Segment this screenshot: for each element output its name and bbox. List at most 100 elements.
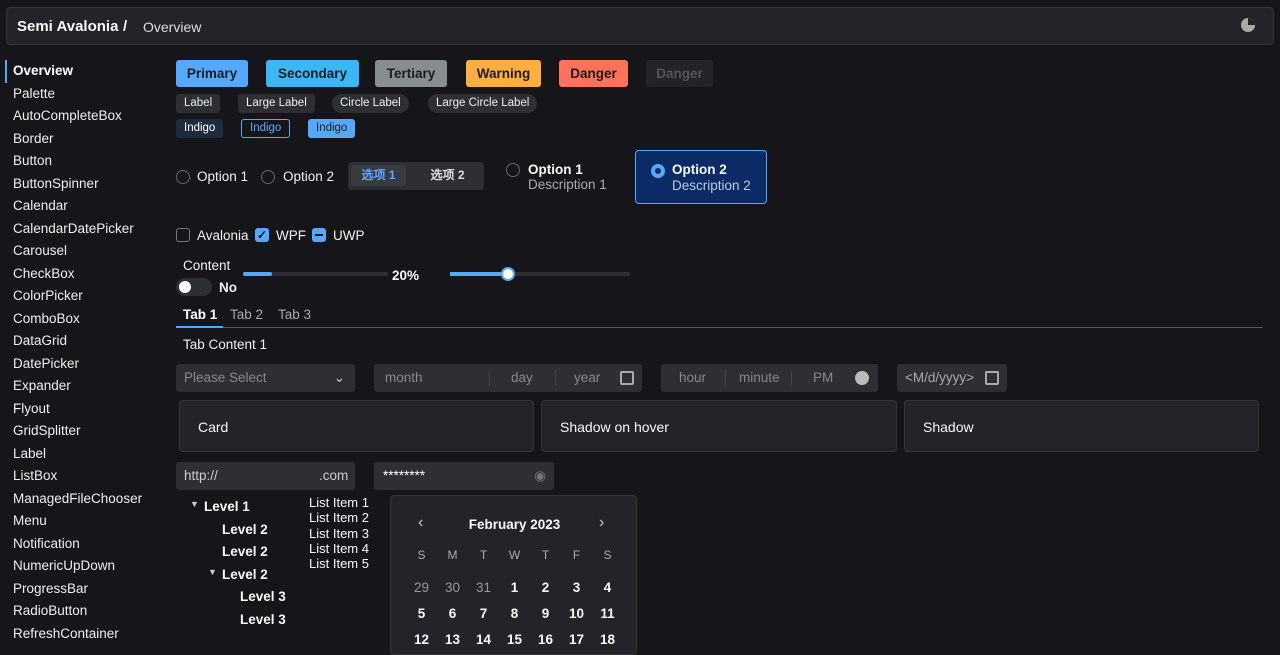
- calendar-day[interactable]: 15: [506, 632, 523, 647]
- tree-item[interactable]: Level 2: [222, 567, 268, 582]
- chevron-right-icon[interactable]: ›: [599, 514, 605, 531]
- sidebar-item-flyout[interactable]: Flyout: [13, 400, 50, 416]
- calendar-day[interactable]: 8: [510, 606, 519, 621]
- calendar-day[interactable]: 30: [444, 580, 461, 595]
- sidebar-item-carousel[interactable]: Carousel: [13, 243, 68, 258]
- sidebar-item-button[interactable]: Button: [13, 153, 53, 168]
- calendar-day[interactable]: 14: [475, 632, 492, 647]
- button-tertiary[interactable]: Tertiary: [375, 60, 447, 87]
- calendar-title[interactable]: February 2023: [468, 517, 561, 532]
- sidebar-item-managedfilechooser[interactable]: ManagedFileChooser: [13, 490, 143, 506]
- list-item[interactable]: List Item 2: [309, 510, 369, 526]
- sidebar-item-menu[interactable]: Menu: [13, 513, 47, 528]
- calendar-day[interactable]: 1: [510, 580, 519, 595]
- calendar-day[interactable]: 16: [537, 632, 554, 647]
- chevron-down-icon[interactable]: ▼: [208, 567, 217, 577]
- button-warning[interactable]: Warning: [466, 60, 541, 87]
- theme-toggle-icon[interactable]: [1241, 18, 1255, 32]
- sidebar-item-autocompletebox[interactable]: AutoCompleteBox: [13, 108, 122, 123]
- tree-item[interactable]: Level 3: [240, 612, 286, 627]
- password-input[interactable]: ******** ◉: [374, 462, 554, 490]
- list-item[interactable]: List Item 4: [309, 540, 369, 556]
- sidebar-item-refreshcontainer[interactable]: RefreshContainer: [13, 625, 119, 641]
- tree-item[interactable]: Level 1: [204, 499, 250, 514]
- sidebar-item-numericupdown[interactable]: NumericUpDown: [13, 558, 116, 573]
- calendar-date-picker[interactable]: <M/d/yyyy>: [897, 364, 1007, 392]
- calendar-day[interactable]: 13: [444, 632, 461, 647]
- sidebar-item-combobox[interactable]: ComboBox: [13, 310, 80, 326]
- list-item[interactable]: List Item 5: [309, 556, 369, 572]
- tab-2[interactable]: Tab 2: [230, 307, 264, 322]
- chevron-left-icon[interactable]: ‹: [418, 514, 424, 531]
- tree-item[interactable]: Level 3: [240, 589, 286, 604]
- button-secondary[interactable]: Secondary: [266, 60, 359, 87]
- radio-option-1[interactable]: [176, 170, 190, 184]
- calendar-day[interactable]: 2: [541, 580, 550, 595]
- list-item[interactable]: List Item 1: [309, 495, 369, 510]
- toggle-switch[interactable]: [176, 278, 212, 296]
- sidebar-item-overview[interactable]: Overview: [5, 60, 170, 83]
- url-input[interactable]: http:// .com: [176, 462, 355, 490]
- eye-icon[interactable]: ◉: [534, 468, 546, 483]
- checkbox-wpf-checked-icon[interactable]: ✓: [255, 228, 269, 242]
- calendar-day[interactable]: 9: [541, 606, 550, 621]
- sidebar-item-colorpicker[interactable]: ColorPicker: [13, 288, 83, 303]
- checkbox-uwp-indeterminate-icon[interactable]: [312, 228, 326, 242]
- chevron-down-icon[interactable]: ▼: [190, 499, 199, 509]
- year-field[interactable]: year: [574, 370, 601, 385]
- calendar-day[interactable]: 6: [448, 606, 457, 621]
- tab-3[interactable]: Tab 3: [278, 307, 312, 322]
- radio-option-2[interactable]: [261, 170, 275, 184]
- sidebar-item-datagrid[interactable]: DataGrid: [13, 333, 68, 348]
- sidebar-item-listbox[interactable]: ListBox: [13, 468, 58, 483]
- checkbox-avalonia[interactable]: [176, 228, 190, 242]
- sidebar-item-progressbar[interactable]: ProgressBar: [13, 580, 89, 596]
- ampm-field[interactable]: PM: [813, 370, 834, 385]
- segment-2[interactable]: 选项 2: [430, 168, 465, 182]
- sidebar-item-datepicker[interactable]: DatePicker: [13, 355, 80, 371]
- radio-card-option-2[interactable]: Option 2 Description 2: [635, 150, 767, 204]
- sidebar-item-border[interactable]: Border: [13, 130, 54, 146]
- hour-field[interactable]: hour: [679, 370, 707, 385]
- button-danger[interactable]: Danger: [559, 60, 628, 87]
- sidebar-item-palette[interactable]: Palette: [13, 85, 56, 101]
- tab-1[interactable]: Tab 1: [183, 307, 218, 322]
- calendar-day[interactable]: 18: [599, 632, 616, 647]
- sidebar-item-calendar[interactable]: Calendar: [13, 198, 68, 213]
- sidebar-item-radiobutton[interactable]: RadioButton: [13, 603, 88, 618]
- date-picker[interactable]: month day year: [374, 364, 642, 392]
- minute-field[interactable]: minute: [739, 370, 780, 385]
- sidebar: Overview Palette AutoCompleteBox Border Butt…: [5, 60, 170, 645]
- app-title: Semi Avalonia: [17, 18, 119, 35]
- calendar-day[interactable]: 5: [417, 606, 426, 621]
- segment-1[interactable]: 选项 1: [351, 165, 406, 186]
- combo-box[interactable]: Please Select ⌄: [176, 364, 355, 392]
- calendar-day[interactable]: 11: [600, 606, 615, 621]
- sidebar-item-label[interactable]: Label: [13, 445, 47, 461]
- day-field[interactable]: day: [511, 370, 533, 385]
- calendar-day[interactable]: 7: [479, 606, 488, 621]
- label-tag: Large Label: [238, 94, 315, 113]
- sidebar-item-notification[interactable]: Notification: [13, 535, 80, 551]
- slider[interactable]: [450, 267, 630, 281]
- calendar-day[interactable]: 3: [572, 580, 581, 595]
- calendar-day[interactable]: 17: [568, 632, 585, 647]
- calendar-day[interactable]: 12: [413, 632, 430, 647]
- calendar-day[interactable]: 10: [568, 606, 585, 621]
- month-field[interactable]: month: [385, 370, 423, 385]
- calendar-day[interactable]: 29: [413, 580, 430, 595]
- sidebar-item-calendardatepicker[interactable]: CalendarDatePicker: [13, 220, 134, 236]
- tree-item[interactable]: Level 2: [222, 522, 268, 537]
- time-picker[interactable]: hour minute PM: [661, 364, 878, 392]
- sidebar-item-gridsplitter[interactable]: GridSplitter: [13, 423, 81, 438]
- button-primary[interactable]: Primary: [176, 60, 248, 87]
- calendar-day[interactable]: 4: [603, 580, 612, 595]
- list-item[interactable]: List Item 3: [309, 525, 369, 541]
- slider-thumb[interactable]: [500, 267, 515, 281]
- radio-card-option-1[interactable]: Option 1 Description 1: [500, 158, 620, 198]
- tree-item[interactable]: Level 2: [222, 544, 268, 559]
- sidebar-item-checkbox[interactable]: CheckBox: [13, 265, 75, 281]
- sidebar-item-expander[interactable]: Expander: [13, 378, 71, 393]
- calendar-day[interactable]: 31: [475, 580, 492, 595]
- sidebar-item-buttonspinner[interactable]: ButtonSpinner: [13, 175, 99, 191]
